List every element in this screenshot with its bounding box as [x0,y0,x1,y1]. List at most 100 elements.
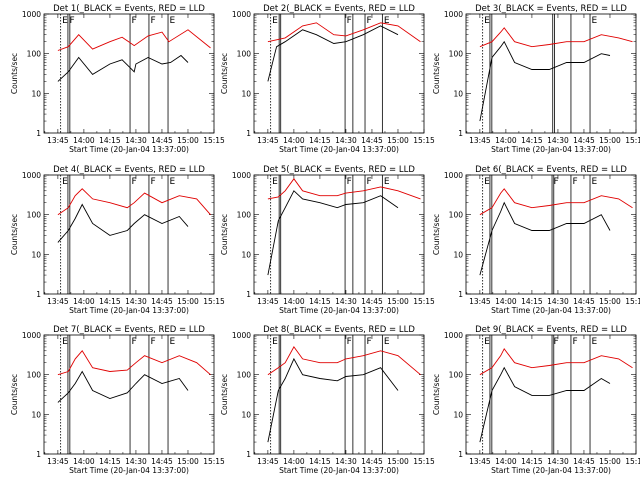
series-line-events [479,366,611,443]
y-tick-label: 1 [246,129,251,138]
series-line-lld [479,188,633,216]
event-marker-label: F [367,337,372,347]
series-line-events [267,25,399,82]
y-tick-label: 1 [246,290,251,299]
series-line-events [479,40,611,122]
x-tick-label: 15:00 [387,297,409,306]
plot-frame [43,174,215,295]
plot-frame [253,13,425,134]
x-tick-label: 15:15 [203,136,225,145]
x-tick-label: 14:30 [125,457,147,466]
y-axis-label: Counts/sec [432,214,441,255]
y-tick-label: 10 [31,410,41,419]
y-tick-label: 10 [241,250,251,259]
x-tick-label: 14:00 [283,457,305,466]
event-marker-label: E [592,16,598,26]
plot-frame [253,174,425,295]
x-tick-label: 14:00 [495,297,517,306]
x-tick-label: 14:15 [309,136,331,145]
x-tick-label: 13:45 [257,457,279,466]
y-axis-label: Counts/sec [220,214,229,255]
y-axis-label: Counts/sec [10,374,19,415]
series-line-lld [57,188,211,216]
panel-title: Det 2(_BLACK = Events, RED = LLD [263,4,415,14]
x-tick-label: 15:00 [177,457,199,466]
y-tick-label: 1000 [232,10,251,19]
x-tick-label: 14:15 [521,297,543,306]
x-tick-label: 14:15 [309,297,331,306]
event-marker-label: E [272,16,278,26]
x-tick-label: 14:00 [495,136,517,145]
event-marker-label: E [384,177,390,187]
detector-panel-3: Det 3(_BLACK = Events, RED = LLD 1 10 100 10… [432,4,640,154]
x-axis-label: Start Time (20-Jan-04 13:37:00) [491,145,611,154]
detector-panel-6: Det 6(_BLACK = Events, RED = LLD 1 10 100 10… [432,165,640,315]
event-marker-label: F [367,177,372,187]
y-tick-label: 1 [458,290,463,299]
y-tick-label: 1 [36,129,41,138]
x-tick-label: 14:30 [125,297,147,306]
event-marker-label: F [69,16,74,26]
event-marker-label: F [572,337,577,347]
x-tick-label: 14:00 [73,297,95,306]
x-tick-label: 14:15 [309,457,331,466]
y-tick-label: 1 [458,129,463,138]
event-marker-label: E [272,177,278,187]
x-tick-label: 14:15 [99,457,121,466]
x-tick-label: 14:45 [151,297,173,306]
x-tick-label: 14:00 [283,297,305,306]
y-tick-label: 1000 [444,171,463,180]
x-tick-label: 14:30 [335,457,357,466]
detector-panel-7: Det 7(_BLACK = Events, RED = LLD 1 10 100 10… [10,325,225,475]
event-marker-label: E [592,337,598,347]
event-marker-label: E [592,177,598,187]
event-marker-label: E [484,177,490,187]
detector-panel-9: Det 9(_BLACK = Events, RED = LLD 1 10 100 10… [432,325,640,475]
x-tick-label: 14:45 [151,136,173,145]
panel-title: Det 3(_BLACK = Events, RED = LLD [475,4,627,14]
x-tick-label: 14:30 [547,136,569,145]
series-line-events [479,201,611,276]
x-tick-label: 13:45 [469,136,491,145]
series-line-lld [267,346,421,376]
y-tick-label: 1 [36,290,41,299]
event-marker-label: E [170,16,176,26]
series-line-lld [57,29,211,51]
x-tick-label: 15:00 [599,136,621,145]
event-marker-label: F [347,16,352,26]
event-marker-label: E [62,337,68,347]
y-tick-label: 100 [237,371,252,380]
y-tick-label: 100 [27,50,42,59]
series-line-lld [479,347,633,376]
x-tick-label: 14:15 [521,136,543,145]
x-tick-label: 14:00 [495,457,517,466]
series-line-events [57,54,189,82]
x-tick-label: 14:45 [361,297,383,306]
y-tick-label: 100 [449,211,464,220]
x-tick-label: 15:00 [387,457,409,466]
plot-frame [253,334,425,455]
y-tick-label: 100 [449,50,464,59]
event-marker-label: F [150,337,155,347]
x-axis-label: Start Time (20-Jan-04 13:37:00) [491,306,611,315]
event-marker-label: F [347,177,352,187]
detector-panel-8: Det 8(_BLACK = Events, RED = LLD 1 10 100 10… [220,325,435,475]
panel-title: Det 1(_BLACK = Events, RED = LLD [53,4,205,14]
series-line-lld [267,22,421,43]
y-tick-label: 10 [31,89,41,98]
y-tick-label: 100 [237,211,252,220]
x-tick-label: 14:00 [73,136,95,145]
event-marker-label: F [150,177,155,187]
event-marker-label: F [554,177,559,187]
event-marker-label: F [347,337,352,347]
x-tick-label: 13:45 [469,457,491,466]
x-tick-label: 14:30 [125,136,147,145]
x-tick-label: 13:45 [47,136,69,145]
x-axis-label: Start Time (20-Jan-04 13:37:00) [69,306,189,315]
x-tick-label: 13:45 [257,136,279,145]
series-line-lld [267,178,421,200]
panel-title: Det 5(_BLACK = Events, RED = LLD [263,165,415,175]
x-tick-label: 14:15 [99,297,121,306]
x-tick-label: 14:15 [521,457,543,466]
